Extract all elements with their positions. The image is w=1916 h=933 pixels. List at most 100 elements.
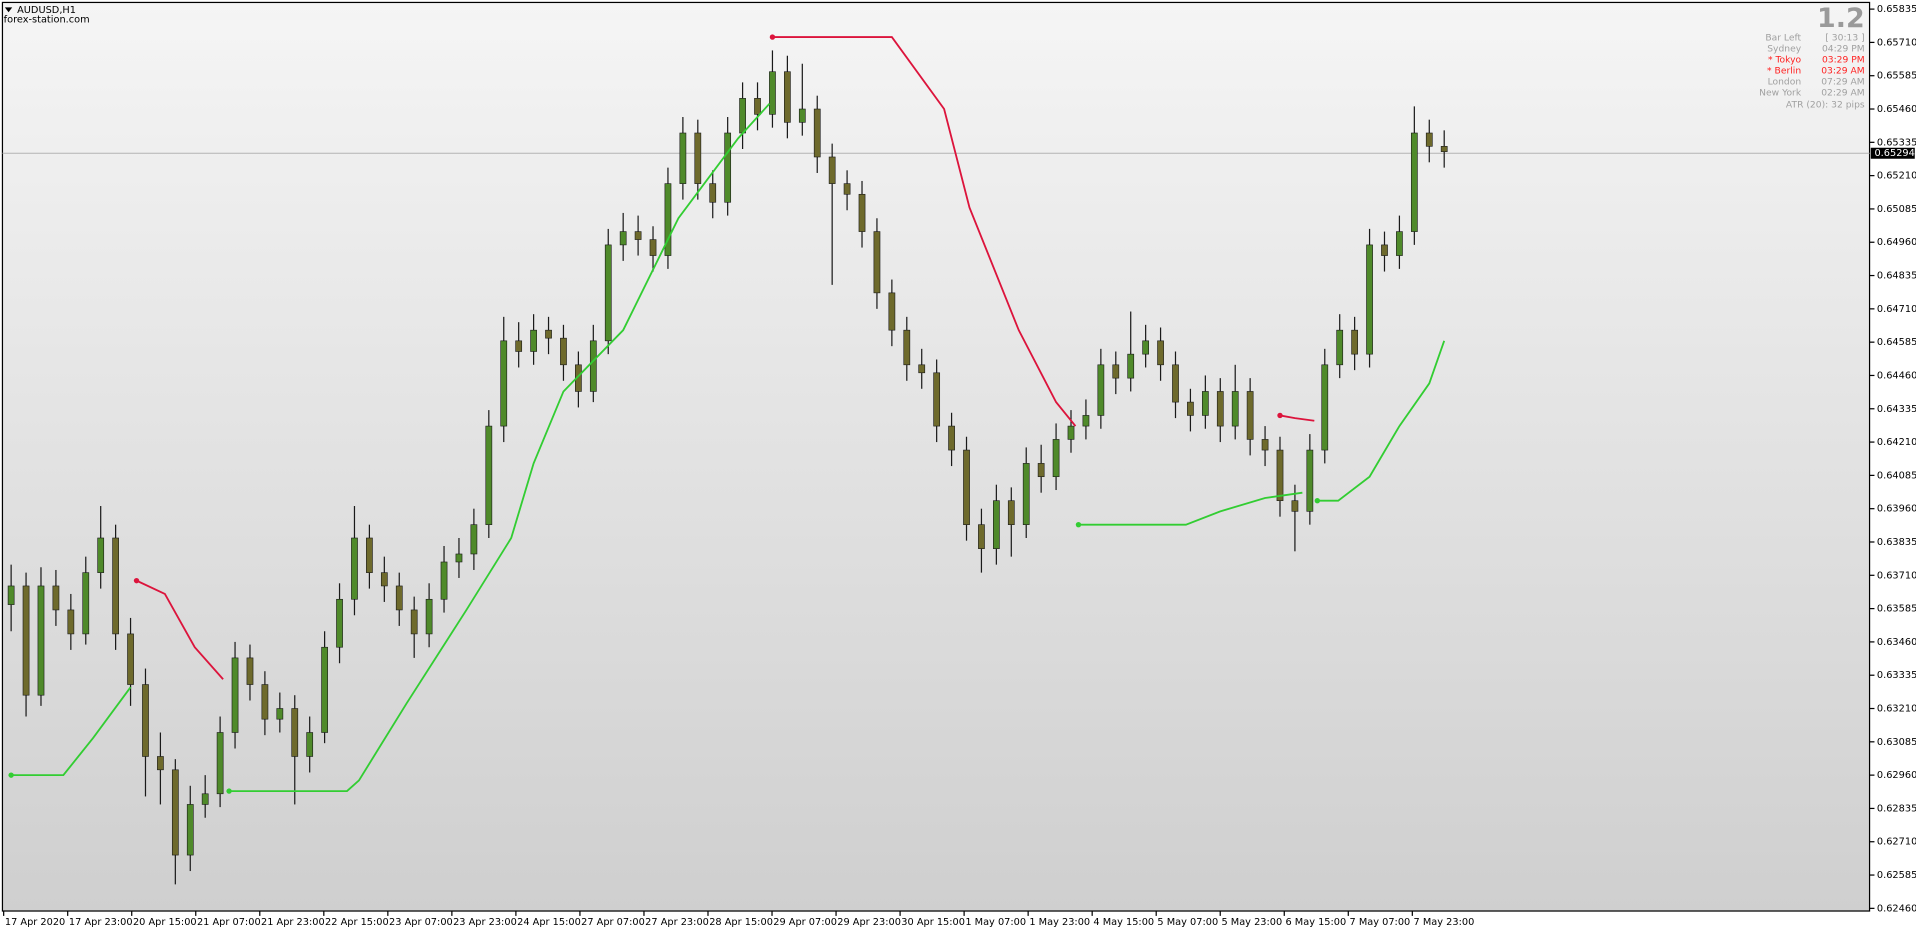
candle-body [380,572,388,587]
candle-body [142,684,149,757]
y-tick-label: 0.64835 [1877,271,1916,282]
candle-body [1381,244,1388,256]
candle-body [201,793,209,805]
candle-body [530,329,537,352]
y-tick-label: 0.64210 [1877,437,1916,448]
candle-body [828,156,836,184]
indicator-start-dot [8,772,14,778]
candle-body [843,183,851,195]
candle-body [978,524,985,549]
indicator-start-dot [769,34,776,40]
candle-body [455,553,463,563]
y-tick-label: 0.64460 [1877,370,1916,381]
y-tick-label: 0.65585 [1877,71,1916,82]
candle-body [485,425,493,525]
candle-body [619,231,627,246]
candle-body [903,329,911,366]
candle-body [1261,439,1269,451]
indicator-line [11,686,132,777]
candle-body [22,585,30,696]
x-tick-label: 5 May 23:00 [1221,917,1282,928]
candle-body [425,598,433,635]
session-name: * Berlin [1767,65,1801,76]
x-tick-label: 21 Apr 07:00 [197,917,261,928]
candle-body [500,340,508,427]
candle-body [1127,353,1135,379]
candle-body [261,684,269,720]
y-tick-label: 0.65335 [1877,137,1916,148]
candle-body [52,585,60,611]
indicator-line [1317,340,1446,502]
candle-body [1007,500,1015,525]
y-tick-label: 0.63210 [1877,704,1916,715]
candle-body [1351,329,1358,355]
x-tick-label: 1 May 23:00 [1029,917,1090,928]
candle-body [784,71,791,123]
x-tick-label: 20 Apr 15:00 [133,917,197,928]
candle-body [1022,463,1030,525]
candle-body [1052,439,1060,478]
candle-body [1396,231,1403,256]
candle-body [873,231,881,294]
x-tick-label: 27 Apr 23:00 [645,917,709,928]
candle-body [993,500,1000,549]
y-tick-label: 0.63460 [1877,637,1916,648]
candle-body [1366,244,1373,355]
y-tick-label: 0.63335 [1877,670,1916,681]
session-time: 04:29 PM [1822,43,1865,54]
candle-body [1067,425,1075,440]
session-name: London [1768,76,1802,87]
x-tick-label: 24 Apr 15:00 [517,917,581,928]
candle-body [589,340,597,392]
y-tick-label: 0.65835 [1877,4,1916,15]
candle-body [1142,340,1150,355]
indicator-start-dot [1075,521,1082,528]
x-tick-label: 28 Apr 15:00 [709,917,773,928]
y-tick-label: 0.63960 [1877,504,1916,515]
candle-body [1321,364,1329,451]
candle-body [1246,391,1254,440]
candle-body [1410,132,1418,232]
indicator-line [1279,414,1315,422]
candle-body [1276,449,1284,501]
candle-body [1097,364,1105,416]
session-name: * Tokyo [1768,54,1802,65]
candle-body [97,537,105,573]
candle-body [366,537,373,573]
x-tick-label: 29 Apr 07:00 [773,917,837,928]
y-tick-label: 0.65710 [1877,37,1916,48]
candle-body [604,244,612,342]
chart-subtitle: forex-station.com [4,15,90,26]
plot-area [1,1,1871,912]
indicator-start-dot [226,788,232,794]
y-tick-label: 0.65210 [1877,171,1916,182]
candle-body [410,609,418,635]
session-time: 07:29 AM [1821,76,1864,87]
candle-body [336,598,343,648]
candle-body [664,183,672,256]
candle-body [769,71,776,115]
x-tick-label: 4 May 15:00 [1093,917,1154,928]
menu-arrow[interactable] [4,7,13,13]
session-name: Sydney [1767,43,1801,54]
candle-body [560,337,567,366]
candle-body [634,231,642,240]
candle-body [963,449,970,525]
candle-body [112,537,119,635]
x-tick-label: 7 May 07:00 [1350,917,1411,928]
session-time: 03:29 PM [1822,54,1865,65]
candle-body [1306,449,1314,512]
candle-body [291,708,299,757]
x-tick-label: 22 Apr 15:00 [325,917,389,928]
session-time: [ 30:13 ] [1825,32,1864,43]
candle-body [1291,500,1299,512]
indicator-line [772,36,1077,427]
candle-body [1082,415,1090,427]
candle-body [157,756,164,771]
version-label: 1.2 [1817,3,1865,34]
candle-body [694,132,702,184]
y-tick-label: 0.63085 [1877,737,1916,748]
y-tick-label: 0.64585 [1877,337,1916,348]
candle-body [1172,364,1179,403]
